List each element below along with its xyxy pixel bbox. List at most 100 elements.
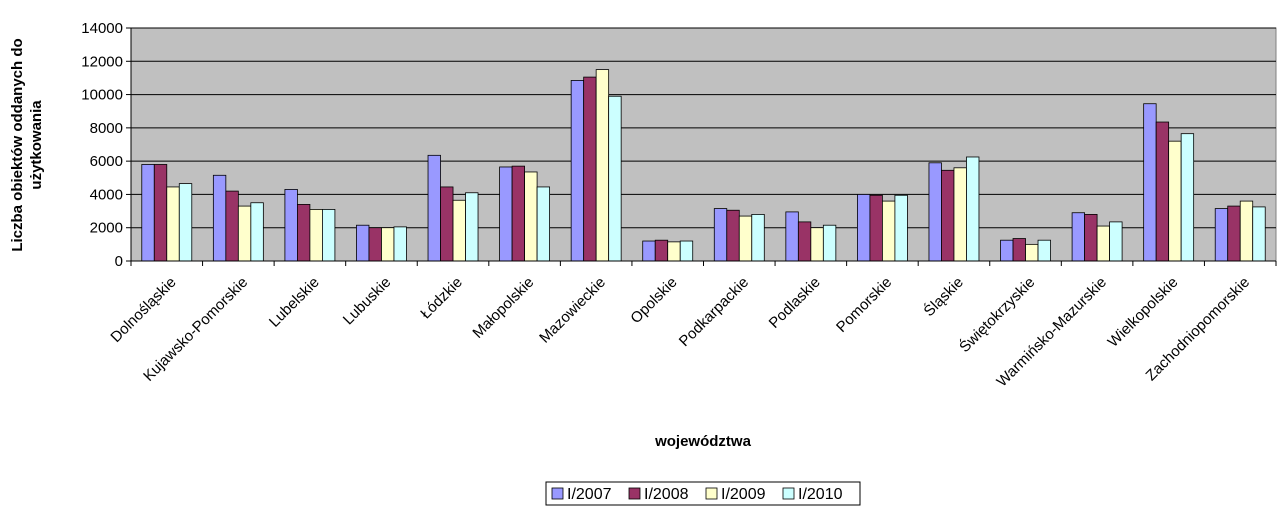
bar-I-2010-1 xyxy=(250,202,264,262)
bar-I-2010-4 xyxy=(465,192,479,262)
bar-I-2010-10 xyxy=(894,194,908,262)
bar-I-2008-9 xyxy=(797,221,812,262)
y-tick-label: 0 xyxy=(115,253,123,270)
category-label: Dolnośląskie xyxy=(107,274,179,346)
bar-I-2007-14 xyxy=(1143,103,1157,262)
bar-I-2009-10 xyxy=(882,200,896,262)
category-label: Opolskie xyxy=(627,274,680,327)
bar-I-2007-8 xyxy=(713,208,728,262)
bar-I-2009-13 xyxy=(1096,225,1110,262)
category-label: Mazowieckie xyxy=(536,274,609,347)
bar-I-2009-1 xyxy=(237,205,252,262)
bar-I-2008-15 xyxy=(1227,205,1241,262)
bar-I-2009-14 xyxy=(1168,140,1182,262)
legend-label: I/2008 xyxy=(644,486,689,503)
legend: I/2007 I/2008 I/2009 I/2010 xyxy=(545,481,861,506)
bar-I-2010-15 xyxy=(1252,206,1266,262)
category-label: Lubelskie xyxy=(266,274,323,331)
bar-I-2009-11 xyxy=(953,167,967,262)
bar-I-2008-3 xyxy=(368,227,382,262)
bar-I-2010-7 xyxy=(679,240,694,262)
bar-I-2008-11 xyxy=(941,169,955,262)
bar-I-2007-13 xyxy=(1071,212,1085,262)
legend-label: I/2010 xyxy=(798,486,843,503)
bar-I-2009-5 xyxy=(524,171,538,262)
bar-I-2009-12 xyxy=(1025,243,1039,262)
bar-I-2007-11 xyxy=(928,162,942,262)
legend-label: I/2009 xyxy=(721,486,766,503)
bar-I-2010-8 xyxy=(751,213,765,262)
y-tick-label: 4000 xyxy=(90,186,123,203)
category-label: Małopolskie xyxy=(469,274,537,342)
bar-I-2007-7 xyxy=(642,240,656,262)
category-label: Świętokrzyskie xyxy=(955,273,1038,356)
bar-I-2010-14 xyxy=(1180,133,1195,262)
y-axis-title-line-2: użytkowania xyxy=(28,100,45,190)
bar-I-2009-0 xyxy=(166,186,180,262)
y-tick-label: 10000 xyxy=(81,87,123,104)
y-tick-label: 6000 xyxy=(90,153,123,170)
category-label: Śląskie xyxy=(920,273,967,320)
bar-I-2007-4 xyxy=(427,154,441,262)
bar-I-2007-15 xyxy=(1214,208,1229,262)
bar-I-2007-9 xyxy=(785,211,799,262)
y-tick-label: 12000 xyxy=(81,53,123,70)
category-label: Pomorskie xyxy=(833,274,895,336)
category-label: Podlaskie xyxy=(766,274,824,332)
bar-I-2009-2 xyxy=(309,209,323,262)
bar-I-2008-5 xyxy=(511,165,525,262)
category-label: Podkarpackie xyxy=(676,274,752,350)
legend-label: I/2007 xyxy=(567,486,612,503)
bar-I-2008-6 xyxy=(583,76,597,262)
bar-I-2009-8 xyxy=(738,215,753,262)
bar-I-2007-3 xyxy=(356,224,370,262)
bar-I-2009-3 xyxy=(381,227,395,262)
bar-I-2007-0 xyxy=(141,164,155,262)
y-tick-label: 2000 xyxy=(90,220,123,237)
bar-I-2008-8 xyxy=(726,209,740,262)
bar-I-2008-7 xyxy=(654,239,669,262)
y-tick-label: 8000 xyxy=(90,120,123,137)
bar-I-2007-5 xyxy=(499,166,513,262)
legend-swatch xyxy=(705,487,718,500)
legend-box xyxy=(545,481,861,506)
category-label: Łódzkie xyxy=(417,274,466,323)
bar-I-2010-5 xyxy=(536,186,550,262)
bar-I-2008-2 xyxy=(297,204,311,262)
bar-I-2007-2 xyxy=(284,189,298,262)
bar-I-2009-9 xyxy=(810,227,824,262)
bar-I-2010-0 xyxy=(178,183,193,262)
bar-I-2009-15 xyxy=(1239,200,1254,262)
bar-I-2008-1 xyxy=(225,190,239,262)
bar-I-2010-11 xyxy=(966,156,980,262)
bar-I-2010-3 xyxy=(393,226,407,262)
legend-swatch xyxy=(551,487,564,500)
bar-I-2007-12 xyxy=(1000,239,1014,262)
bar-I-2010-13 xyxy=(1109,221,1123,262)
bar-I-2010-9 xyxy=(822,224,837,262)
bar-I-2009-6 xyxy=(595,69,610,262)
bar-I-2007-6 xyxy=(570,80,585,262)
legend-swatch xyxy=(628,487,641,500)
bar-I-2008-0 xyxy=(153,164,168,262)
bars xyxy=(141,69,1266,262)
category-label: Wielkopolskie xyxy=(1105,274,1182,351)
bar-I-2008-14 xyxy=(1155,121,1170,262)
y-tick-label: 14000 xyxy=(81,20,123,37)
bar-I-2010-2 xyxy=(322,209,336,262)
bar-I-2009-4 xyxy=(452,199,466,262)
bar-I-2010-12 xyxy=(1037,239,1051,262)
bar-I-2008-12 xyxy=(1012,238,1026,262)
bar-I-2008-10 xyxy=(869,194,883,262)
bar-I-2008-4 xyxy=(440,186,454,262)
y-axis: 0 2000 4000 6000 8000 10000 12000 14000 xyxy=(81,20,132,270)
bar-I-2007-1 xyxy=(212,174,227,262)
y-axis-title-line-1: Liczba obiektów oddanych do xyxy=(9,38,26,251)
category-label: Lubuskie xyxy=(340,274,394,328)
bar-I-2008-13 xyxy=(1084,213,1098,262)
bar-I-2009-7 xyxy=(667,241,681,262)
bar-I-2010-6 xyxy=(608,95,622,262)
x-axis-title: województwa xyxy=(654,433,751,450)
